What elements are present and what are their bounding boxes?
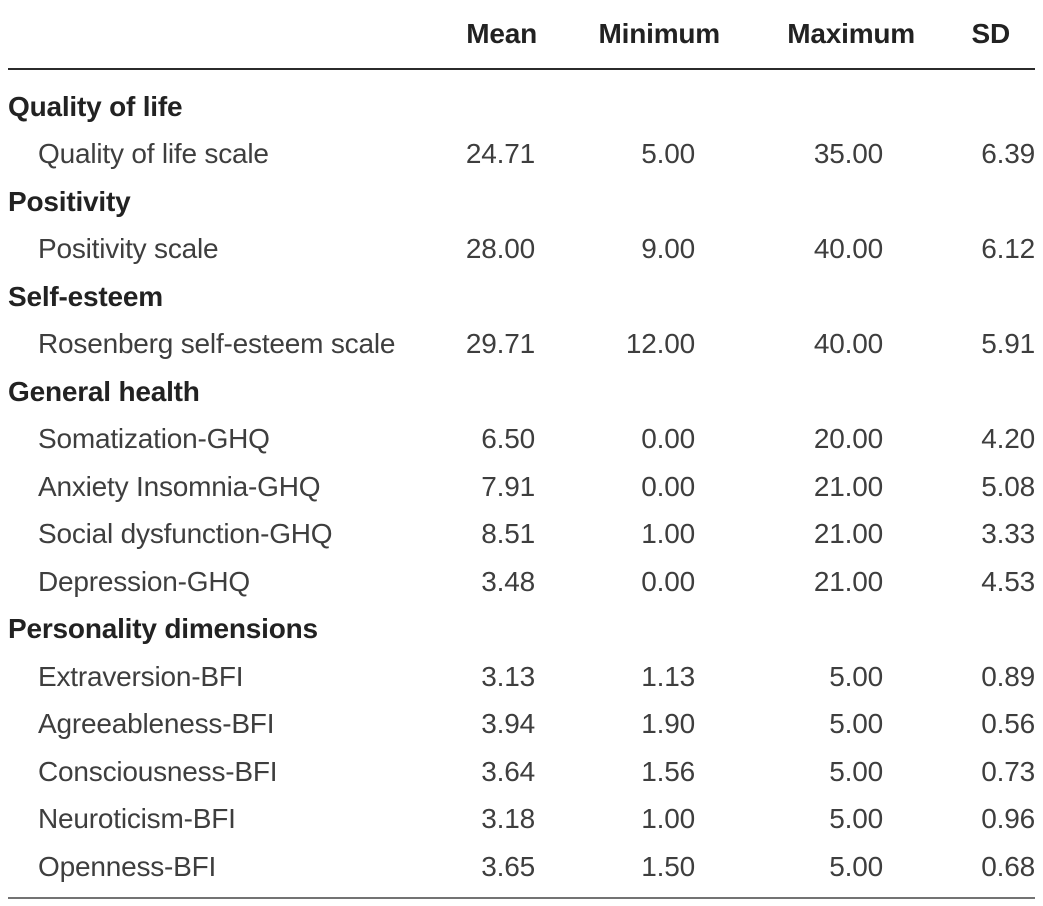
row-label: Rosenberg self-esteem scale xyxy=(38,328,396,360)
cell-mean: 3.94 xyxy=(481,708,535,740)
table-row: Extraversion-BFI 3.13 1.13 5.00 0.89 xyxy=(8,653,1035,701)
cell-sd: 0.56 xyxy=(981,708,1035,740)
section-row-personality-dimensions: Personality dimensions xyxy=(8,606,1035,654)
cell-maximum: 21.00 xyxy=(813,470,883,502)
table-row: Agreeableness-BFI 3.94 1.90 5.00 0.56 xyxy=(8,701,1035,749)
cell-maximum: 21.00 xyxy=(813,565,883,597)
cell-mean: 7.91 xyxy=(481,470,535,502)
section-row-self-esteem: Self-esteem xyxy=(8,273,1035,321)
cell-maximum: 5.00 xyxy=(829,708,883,740)
table-row: Quality of life scale 24.71 5.00 35.00 6… xyxy=(8,131,1035,179)
cell-mean: 29.71 xyxy=(465,328,535,360)
table-row: Neuroticism-BFI 3.18 1.00 5.00 0.96 xyxy=(8,796,1035,844)
column-header-mean: Mean xyxy=(440,0,560,70)
cell-sd: 4.20 xyxy=(981,423,1035,455)
cell-mean: 3.48 xyxy=(481,565,535,597)
row-label: Agreeableness-BFI xyxy=(38,708,275,740)
cell-maximum: 5.00 xyxy=(829,850,883,882)
spacer xyxy=(8,69,1035,83)
cell-minimum: 12.00 xyxy=(625,328,695,360)
cell-mean: 3.13 xyxy=(481,660,535,692)
cell-maximum: 21.00 xyxy=(813,518,883,550)
cell-sd: 6.39 xyxy=(981,138,1035,170)
cell-minimum: 5.00 xyxy=(641,138,695,170)
section-row-general-health: General health xyxy=(8,368,1035,416)
table-row: Consciousness-BFI 3.64 1.56 5.00 0.73 xyxy=(8,748,1035,796)
section-row-quality-of-life: Quality of life xyxy=(8,83,1035,131)
table-row: Positivity scale 28.00 9.00 40.00 6.12 xyxy=(8,226,1035,274)
row-label: Somatization-GHQ xyxy=(38,423,270,455)
column-header-minimum: Minimum xyxy=(560,0,722,70)
cell-mean: 24.71 xyxy=(465,138,535,170)
cell-maximum: 35.00 xyxy=(813,138,883,170)
table-row: Somatization-GHQ 6.50 0.00 20.00 4.20 xyxy=(8,416,1035,464)
cell-sd: 0.96 xyxy=(981,803,1035,835)
cell-minimum: 1.50 xyxy=(641,850,695,882)
cell-mean: 3.65 xyxy=(481,850,535,882)
cell-sd: 0.89 xyxy=(981,660,1035,692)
cell-maximum: 5.00 xyxy=(829,660,883,692)
cell-maximum: 40.00 xyxy=(813,233,883,265)
cell-minimum: 0.00 xyxy=(641,470,695,502)
cell-maximum: 20.00 xyxy=(813,423,883,455)
cell-minimum: 1.00 xyxy=(641,803,695,835)
cell-sd: 4.53 xyxy=(981,565,1035,597)
row-label: Neuroticism-BFI xyxy=(38,803,236,835)
table-row: Anxiety Insomnia-GHQ 7.91 0.00 21.00 5.0… xyxy=(8,463,1035,511)
section-title: Positivity xyxy=(8,185,131,217)
cell-minimum: 0.00 xyxy=(641,565,695,597)
row-label: Extraversion-BFI xyxy=(38,660,244,692)
cell-maximum: 5.00 xyxy=(829,755,883,787)
table-row: Depression-GHQ 3.48 0.00 21.00 4.53 xyxy=(8,558,1035,606)
cell-maximum: 40.00 xyxy=(813,328,883,360)
table-row: Rosenberg self-esteem scale 29.71 12.00 … xyxy=(8,321,1035,369)
table-row: Openness-BFI 3.65 1.50 5.00 0.68 xyxy=(8,843,1035,891)
row-label: Anxiety Insomnia-GHQ xyxy=(38,470,321,502)
cell-sd: 0.68 xyxy=(981,850,1035,882)
cell-sd: 5.91 xyxy=(981,328,1035,360)
cell-sd: 6.12 xyxy=(981,233,1035,265)
statistics-table: Mean Minimum Maximum SD Quality of life … xyxy=(8,0,1035,899)
cell-minimum: 1.00 xyxy=(641,518,695,550)
cell-mean: 28.00 xyxy=(465,233,535,265)
row-label: Openness-BFI xyxy=(38,850,217,882)
section-title: Self-esteem xyxy=(8,280,163,312)
spacer xyxy=(8,891,1035,898)
cell-sd: 3.33 xyxy=(981,518,1035,550)
cell-minimum: 1.56 xyxy=(641,755,695,787)
cell-sd: 5.08 xyxy=(981,470,1035,502)
cell-maximum: 5.00 xyxy=(829,803,883,835)
row-label: Quality of life scale xyxy=(38,138,269,170)
cell-minimum: 0.00 xyxy=(641,423,695,455)
cell-minimum: 9.00 xyxy=(641,233,695,265)
cell-mean: 3.64 xyxy=(481,755,535,787)
table-header-row: Mean Minimum Maximum SD xyxy=(8,0,1035,70)
cell-mean: 8.51 xyxy=(481,518,535,550)
cell-minimum: 1.90 xyxy=(641,708,695,740)
cell-sd: 0.73 xyxy=(981,755,1035,787)
section-row-positivity: Positivity xyxy=(8,178,1035,226)
section-title: Quality of life xyxy=(8,90,183,122)
cell-minimum: 1.13 xyxy=(641,660,695,692)
table-row: Social dysfunction-GHQ 8.51 1.00 21.00 3… xyxy=(8,511,1035,559)
column-header-maximum: Maximum xyxy=(722,0,917,70)
row-label: Consciousness-BFI xyxy=(38,755,278,787)
column-header-sd: SD xyxy=(917,0,1035,70)
cell-mean: 3.18 xyxy=(481,803,535,835)
cell-mean: 6.50 xyxy=(481,423,535,455)
row-label: Positivity scale xyxy=(38,233,219,265)
column-header-empty xyxy=(8,0,440,70)
row-label: Depression-GHQ xyxy=(38,565,250,597)
row-label: Social dysfunction-GHQ xyxy=(38,518,333,550)
section-title: General health xyxy=(8,375,200,407)
section-title: Personality dimensions xyxy=(8,613,318,645)
